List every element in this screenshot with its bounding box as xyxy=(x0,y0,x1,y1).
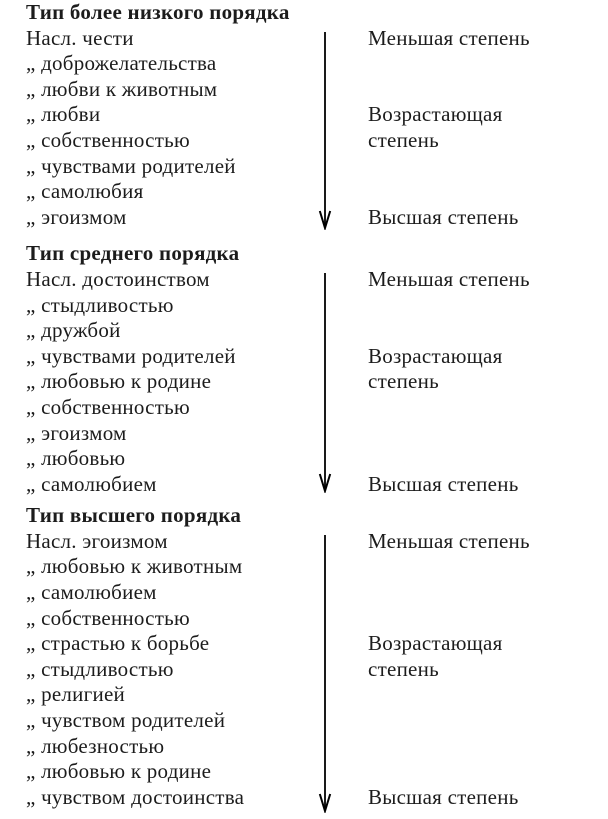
section-title: Тип высшего порядка xyxy=(26,503,242,528)
list-item: „ религией xyxy=(26,682,126,707)
list-item: „ страстью к борьбе xyxy=(26,631,210,656)
list-item: „ собственностью xyxy=(26,394,190,419)
section-middle-order-type: Тип среднего порядка Насл. достоинством … xyxy=(26,241,608,497)
label-lesser-degree: Меньшая степень xyxy=(368,266,530,291)
list-item: „ любовью к родине xyxy=(26,369,212,394)
list-item: „ чувством достоинства xyxy=(26,784,245,809)
list-item: Насл. эгоизмом xyxy=(26,528,168,553)
list-item: „ стыдливостью xyxy=(26,292,174,317)
label-increasing-degree: Возрастающая степень xyxy=(368,631,503,681)
label-higher-degree: Высшая степень xyxy=(368,204,519,229)
list-item: „ чувствами родителей xyxy=(26,343,236,368)
section-title: Тип более низкого порядка xyxy=(26,0,290,24)
list-item: „ самолюбием xyxy=(26,580,157,605)
section-body: Насл. чести „ доброжелательства „ любви … xyxy=(26,26,608,231)
down-arrow-icon xyxy=(318,31,332,230)
list-item: Насл. чести xyxy=(26,25,134,50)
section-high-order-type: Тип высшего порядка Насл. эгоизмом „ люб… xyxy=(26,503,608,813)
section-body: Насл. эгоизмом „ любовью к животным „ са… xyxy=(26,528,608,813)
list-item: „ доброжелательства xyxy=(26,51,217,76)
label-increasing-degree: Возрастающая степень xyxy=(368,343,503,394)
label-lesser-degree: Меньшая степень xyxy=(368,25,530,50)
list-item: „ любовью к животным xyxy=(26,554,243,579)
list-item: „ самолюбия xyxy=(26,179,144,204)
list-item: „ собственностью xyxy=(26,605,190,630)
label-lesser-degree: Меньшая степень xyxy=(368,528,530,553)
label-higher-degree: Высшая степень xyxy=(368,471,519,496)
list-item: „ любовью xyxy=(26,446,126,471)
list-item: „ любви к животным xyxy=(26,76,218,101)
list-item: Насл. достоинством xyxy=(26,266,210,291)
section-body: Насл. достоинством „ стыдливостью „ друж… xyxy=(26,267,608,497)
section-title: Тип среднего порядка xyxy=(26,241,240,266)
list-item: „ любезностью xyxy=(26,733,165,758)
down-arrow-icon xyxy=(318,272,332,493)
list-item: „ эгоизмом xyxy=(26,420,127,445)
list-item: „ любви xyxy=(26,102,101,127)
list-item: „ чувством родителей xyxy=(26,708,226,733)
list-item: „ стыдливостью xyxy=(26,656,174,681)
list-item: „ дружбой xyxy=(26,318,121,343)
down-arrow-icon xyxy=(318,534,332,813)
list-item: „ любовью к родине xyxy=(26,759,212,784)
section-low-order-type: Тип более низкого порядка Насл. чести „ … xyxy=(26,0,608,230)
label-increasing-degree: Возрастающая степень xyxy=(368,102,503,152)
list-item: „ эгоизмом xyxy=(26,204,127,229)
list-item: „ самолюбием xyxy=(26,471,157,496)
label-higher-degree: Высшая степень xyxy=(368,784,519,809)
list-item: „ чувствами родителей xyxy=(26,153,236,178)
list-item: „ собственностью xyxy=(26,127,190,152)
